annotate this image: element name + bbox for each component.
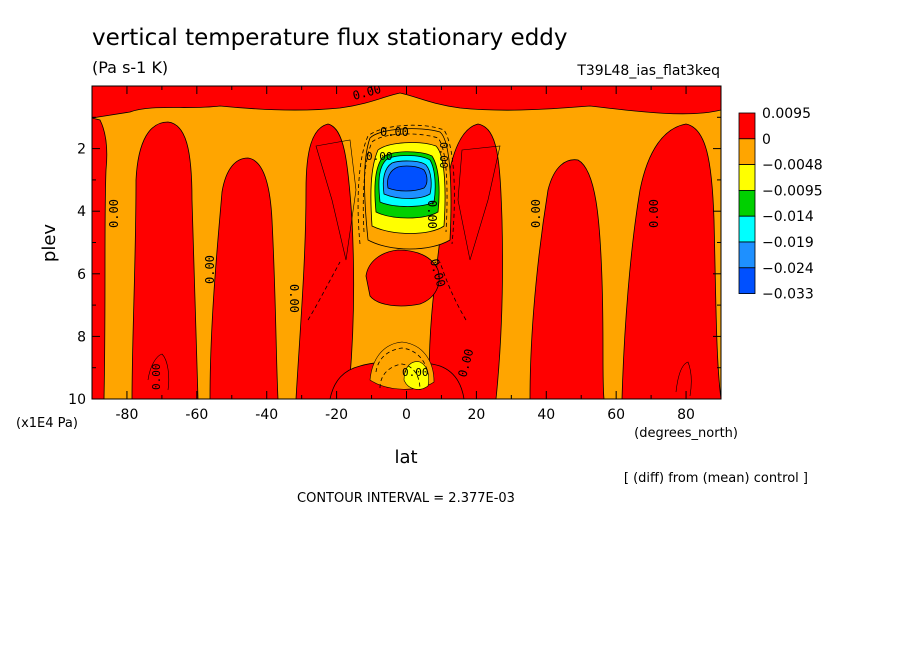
contour-label: 0.00: [107, 199, 121, 228]
chart-title: vertical temperature flux stationary edd…: [92, 25, 568, 51]
colorbar-swatch: [738, 138, 756, 166]
colorbar-label: 0.0095: [762, 106, 811, 122]
x-tick-label: 0: [402, 407, 411, 423]
contour-label: 0.00: [150, 364, 163, 391]
x-tick-label: 60: [607, 407, 625, 423]
x-tick-label: -40: [255, 407, 278, 423]
y-tick-label: 6: [77, 267, 86, 283]
colorbar-swatch: [738, 241, 756, 269]
contour-label: 0.00: [529, 199, 543, 228]
colorbar-label: −0.014: [762, 209, 814, 225]
diff-note: [ (diff) from (mean) control ]: [624, 471, 808, 486]
red-column-lat-22: [295, 123, 355, 399]
red-column-lat-67: [621, 123, 721, 399]
red-column-lat-40: [529, 159, 605, 399]
colorbar-label: −0.033: [762, 287, 814, 303]
colorbar-swatch: [738, 267, 756, 294]
colorbar-label: −0.024: [762, 261, 814, 277]
contour-label: 0.00: [366, 150, 393, 163]
y-tick-label: 8: [77, 329, 86, 345]
colorbar-swatch: [738, 189, 756, 217]
contour-label: 0.00: [425, 200, 439, 229]
core-blue: [387, 165, 428, 192]
thin-contours: [147, 139, 692, 397]
y-units-label: (x1E4 Pa): [16, 416, 78, 431]
colorbar-label: −0.0048: [762, 158, 823, 174]
y-tick-label: 10: [68, 392, 86, 408]
x-tick-label: -20: [325, 407, 348, 423]
y-tick-label: 2: [77, 142, 86, 158]
colorbar-label: 0: [762, 132, 771, 148]
dashed-contours: [307, 124, 467, 391]
contour-label: 0.00: [203, 255, 217, 284]
red-blob-lower-center: [365, 249, 440, 307]
x-units-label: (degrees_north): [634, 426, 738, 441]
x-tick-label: -60: [185, 407, 208, 423]
colorbar-label: −0.0095: [762, 183, 823, 199]
contour-label: 0.00: [437, 142, 450, 169]
contour-label: 0.00: [287, 284, 301, 313]
contour-label: 0.00: [402, 366, 429, 379]
colorbar-label: −0.019: [762, 235, 814, 251]
y-axis-label: plev: [39, 224, 60, 263]
units-label: (Pa s-1 K): [92, 58, 168, 77]
x-tick-label: 80: [677, 407, 695, 423]
contour-field: 0.00 0.00 0.00 0.00 0.00 0.00 0.00 0.00 …: [92, 86, 721, 399]
axes: -80 -60 -40 -20 0 20 40 60 80 2 4 6 8 10: [68, 86, 722, 423]
x-tick-label: 20: [467, 407, 485, 423]
colorbar-swatch: [738, 164, 756, 191]
contour-interval-note: CONTOUR INTERVAL = 2.377E-03: [297, 491, 515, 506]
colorbar-swatch: [738, 112, 756, 140]
contour-label: 0.00: [647, 199, 661, 228]
red-left-edge: [92, 117, 108, 399]
negative-core: [364, 128, 452, 250]
x-tick-label: 40: [537, 407, 555, 423]
contour-label: 0.00: [380, 125, 409, 139]
red-column-lat-75: [131, 121, 199, 399]
x-axis-label: lat: [394, 447, 417, 468]
colorbar: 0.0095 0 −0.0048 −0.0095 −0.014 −0.019 −0.024 −…: [738, 106, 823, 303]
red-top-band: [92, 86, 721, 119]
red-column-lat-52: [209, 157, 279, 399]
colorbar-swatch: [738, 215, 756, 243]
x-tick-label: -80: [116, 407, 139, 423]
run-label: T39L48_ias_flat3keq: [576, 63, 720, 79]
y-tick-label: 4: [77, 204, 86, 220]
